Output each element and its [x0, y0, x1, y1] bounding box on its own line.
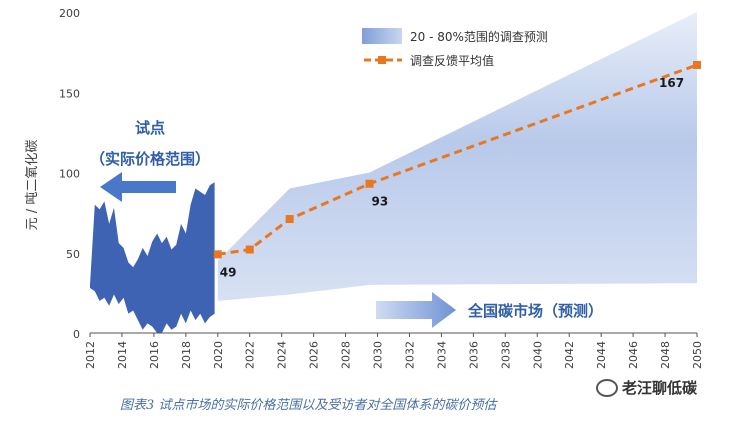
y-tick-label: 0 [73, 328, 80, 341]
pilot-annotation: 试点 （实际价格范围） [90, 119, 210, 202]
y-axis-label: 元 / 吨二氧化碳 [25, 140, 40, 231]
pilot-range-layer [90, 182, 215, 333]
x-tick-label: 2044 [595, 341, 608, 369]
x-tick-label: 2022 [244, 341, 257, 369]
legend-band-label: 20 - 80%范围的调查预测 [410, 29, 548, 44]
national-market-label: 全国碳市场（预测） [467, 302, 603, 320]
x-tick-label: 2042 [563, 341, 576, 369]
y-tick-label: 200 [59, 7, 80, 20]
x-tick-label: 2028 [340, 341, 353, 369]
mean-line-layer: 49 93 167 [213, 60, 701, 279]
left-arrow-icon [100, 172, 176, 202]
data-label: 49 [220, 265, 237, 279]
x-tick-label: 2026 [308, 341, 321, 369]
watermark-text: 老汪聊低碳 [622, 379, 698, 397]
x-tick-label: 2014 [116, 341, 129, 369]
y-tick-label: 50 [66, 248, 80, 261]
pilot-range [90, 182, 215, 333]
national-annotation: 全国碳市场（预测） [376, 292, 603, 328]
mean-point [693, 60, 701, 69]
legend-line-label: 调查反馈平均值 [410, 53, 494, 68]
x-tick-label: 2020 [212, 341, 225, 369]
axes: 0 50 100 150 200 2012 2014 2016 2018 2020 2022 2024… [59, 7, 704, 369]
wechat-icon [596, 378, 618, 397]
figure-caption: 图表3 试点市场的实际价格范围以及受访者对全国体系的碳价预估 [120, 398, 497, 413]
forecast-band [217, 12, 697, 301]
pilot-title: 试点 [135, 119, 165, 137]
legend-band-swatch [362, 28, 402, 44]
x-tick-label: 2046 [627, 341, 640, 369]
x-tick-label: 2050 [691, 341, 704, 369]
x-tick-label: 2040 [531, 341, 544, 369]
mean-point [285, 215, 294, 224]
x-tick-label: 2012 [84, 341, 97, 369]
x-tick-label: 2038 [499, 341, 512, 369]
legend-line-marker [378, 56, 386, 64]
x-tick-label: 2016 [148, 341, 161, 369]
watermark: 老汪聊低碳 [596, 377, 697, 398]
x-tick-label: 2034 [435, 341, 448, 369]
x-tick-label: 2036 [467, 341, 480, 369]
y-tick-label: 100 [59, 168, 80, 181]
x-tick-label: 2018 [180, 341, 193, 369]
data-label: 93 [372, 195, 389, 209]
x-tick-label: 2032 [403, 341, 416, 369]
legend: 20 - 80%范围的调查预测 调查反馈平均值 [362, 28, 548, 68]
pilot-subtitle: （实际价格范围） [90, 150, 210, 168]
x-tick-label: 2024 [276, 341, 289, 369]
data-label: 167 [659, 76, 684, 90]
mean-point [213, 250, 222, 259]
forecast-band-layer [217, 12, 697, 301]
mean-point [365, 179, 374, 188]
y-tick-label: 150 [59, 87, 80, 100]
mean-point [245, 245, 254, 254]
right-arrow-icon [376, 292, 456, 328]
x-tick-label: 2048 [659, 341, 672, 369]
x-tick-label: 2030 [372, 341, 385, 369]
